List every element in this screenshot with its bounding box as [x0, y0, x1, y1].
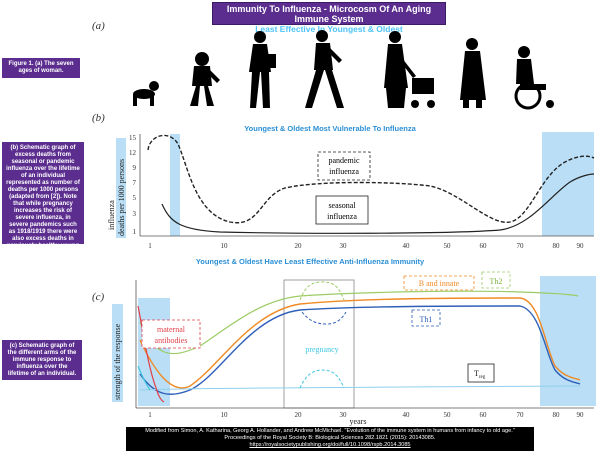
- page-title: Immunity To Influenza - Microcosm Of An …: [226, 4, 432, 24]
- y-tick-3: 3: [133, 210, 137, 218]
- maternal-label-line1: maternal: [157, 325, 186, 334]
- y-tick-1: 1: [133, 228, 137, 236]
- c-x-tick-40: 40: [403, 411, 411, 419]
- treg-label-main: T: [474, 369, 479, 378]
- c-x-tick-50: 50: [444, 411, 452, 419]
- y-tick-5: 5: [133, 194, 137, 202]
- citation-footer: Modified from Simon, A. Katharina, Georg…: [126, 427, 534, 451]
- baby-silhouette: [133, 81, 159, 106]
- pandemic-label-box: [317, 151, 371, 181]
- panel-a-note: Figure 1. (a) The seven ages of woman.: [2, 58, 80, 78]
- panel-b-note: (b) Schematic graph of excess deaths fro…: [2, 142, 84, 263]
- panel-b-heading: Youngest & Oldest Most Vulnerable To Inf…: [244, 124, 416, 133]
- panel-c-xlabel: years: [350, 417, 367, 426]
- treg-label: Treg: [474, 369, 486, 380]
- title-banner: Immunity To Influenza - Microcosm Of An …: [212, 2, 446, 34]
- c-x-tick-10: 10: [221, 411, 229, 419]
- y-tick-15: 15: [129, 134, 137, 142]
- citation-line1: Modified from Simon, A. Katharina, Georg…: [145, 428, 515, 434]
- seasonal-label-line1: seasonal: [328, 201, 356, 210]
- th1-label: Th1: [420, 315, 433, 324]
- x-tick-80: 80: [553, 242, 561, 250]
- x-tick-10: 10: [221, 242, 229, 250]
- b-innate-label-box: [403, 275, 475, 291]
- panel-b-ylabel-line2: deaths per 1000 persons: [117, 159, 126, 236]
- treg-curve: [139, 385, 581, 391]
- c-x-tick-60: 60: [480, 411, 488, 419]
- panel-b-letter: (b): [92, 112, 105, 124]
- x-tick-20: 20: [295, 242, 303, 250]
- panel-c-heading: Youngest & Oldest Have Least Effective A…: [195, 257, 425, 266]
- pandemic-label-line1: pandemic: [328, 156, 360, 165]
- pregnancy-treg-bump: [299, 369, 345, 389]
- c-x-tick-80: 80: [553, 411, 561, 419]
- th2-label: Th2: [490, 277, 503, 286]
- seasonal-label-box: [315, 195, 369, 225]
- y-tick-7: 7: [133, 179, 137, 187]
- panel-c-letter: (c): [92, 291, 105, 303]
- th1-curve: [139, 305, 581, 395]
- panel-b-ylabel-highlight: [116, 138, 126, 238]
- mother-stroller-silhouette: [384, 31, 435, 108]
- c-x-tick-70: 70: [517, 411, 525, 419]
- panel-b-ylabel-line1: influenza: [107, 200, 116, 230]
- c-x-tick-20: 20: [295, 411, 303, 419]
- infant-blue-curve: [137, 365, 151, 391]
- infant-band: [170, 134, 180, 236]
- seasonal-curve: [161, 173, 595, 234]
- young-woman-silhouette: [305, 30, 344, 108]
- b-innate-curve: [139, 297, 581, 389]
- seasonal-label-line2: influenza: [327, 212, 357, 221]
- pregnancy-label: pregnancy: [305, 345, 338, 354]
- x-tick-50: 50: [444, 242, 452, 250]
- pregnancy-th2-bump: [299, 281, 345, 301]
- c-x-tick-1: 1: [148, 411, 152, 419]
- maternal-label-line2: antibodies: [155, 336, 188, 345]
- pandemic-label-line2: influenza: [329, 167, 359, 176]
- child-silhouette: [190, 52, 220, 106]
- page-subtitle: Least Effective In Youngest & Oldest: [255, 24, 403, 34]
- mortality-chart: 15 12 9 7 5 3 1 1 10 20 30 40 50 60 70 8…: [107, 132, 595, 250]
- th1-label-box: [411, 309, 441, 327]
- y-tick-12: 12: [129, 149, 137, 157]
- citation-line2: Proceedings of the Royal Society B: Biol…: [224, 435, 436, 441]
- c-x-tick-30: 30: [340, 411, 348, 419]
- maternal-label-box: [141, 319, 201, 349]
- x-tick-1: 1: [148, 242, 152, 250]
- citation-link[interactable]: https://royalsocietypublishing.org/doi/f…: [249, 442, 411, 448]
- th2-curve: [139, 290, 579, 355]
- th2-label-box: [481, 271, 511, 289]
- c-x-tick-90: 90: [577, 411, 585, 419]
- panel-c-note: (c) Schematic graph of the different arm…: [2, 340, 82, 380]
- immune-response-chart: maternal antibodies B and innate Th2 Th1…: [112, 271, 596, 426]
- b-innate-label: B and innate: [419, 279, 460, 288]
- x-tick-60: 60: [480, 242, 488, 250]
- treg-label-sub: reg: [479, 375, 486, 380]
- teen-silhouette: [249, 31, 276, 108]
- x-tick-30: 30: [340, 242, 348, 250]
- pandemic-curve: [147, 134, 595, 224]
- panel-c-ylabel: strength of the response: [113, 323, 122, 400]
- older-woman-silhouette: [460, 38, 486, 108]
- panel-c-ylabel-highlight: [112, 304, 123, 402]
- x-tick-40: 40: [403, 242, 411, 250]
- seven-ages-silhouettes: [133, 30, 554, 110]
- wheelchair-silhouette: [514, 46, 554, 110]
- y-tick-9: 9: [133, 164, 137, 172]
- x-tick-90: 90: [577, 242, 585, 250]
- treg-label-box: [467, 363, 495, 383]
- panel-a-letter: (a): [92, 20, 105, 32]
- x-tick-70: 70: [517, 242, 525, 250]
- pregnancy-th1-dip: [301, 311, 347, 325]
- elderly-band-c: [540, 276, 596, 406]
